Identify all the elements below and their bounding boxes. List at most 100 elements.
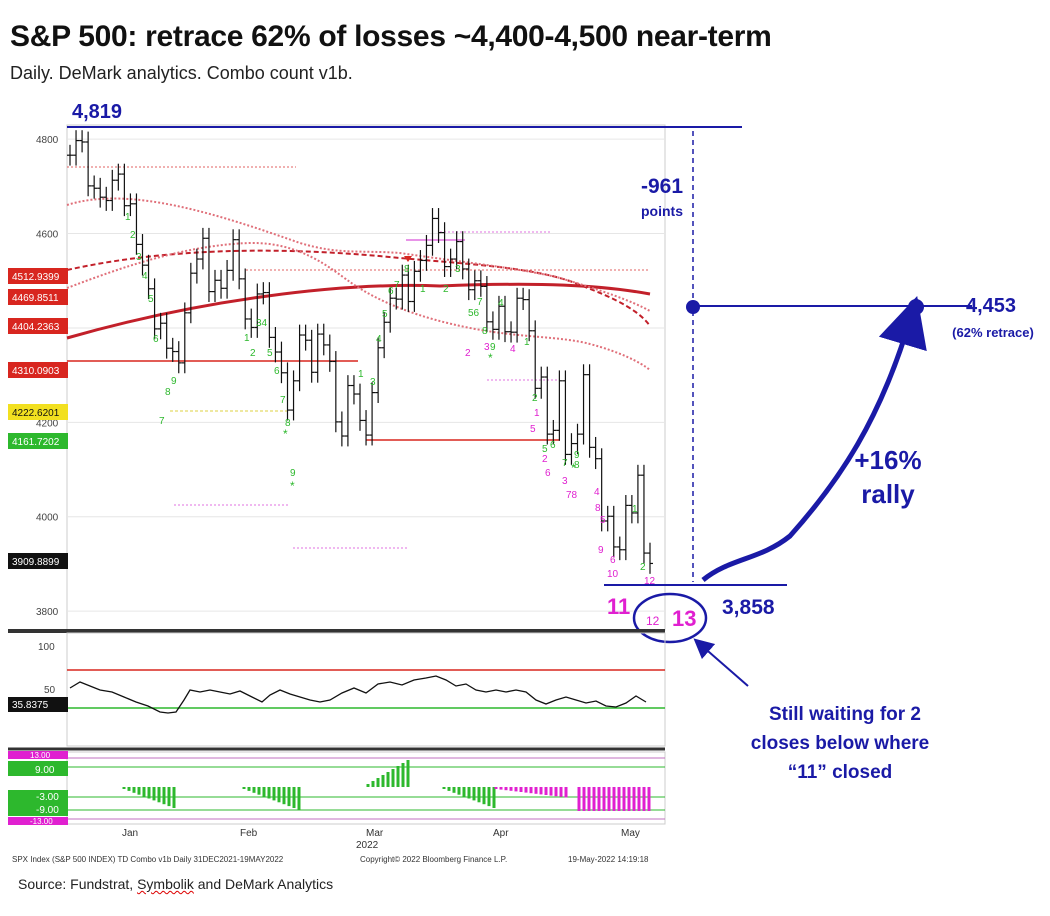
price-bar: [622, 495, 629, 561]
x-tick-apr: Apr: [493, 828, 509, 839]
price-bar: [338, 411, 345, 447]
svg-text:5: 5: [542, 444, 548, 455]
price-bar: [477, 270, 484, 297]
price-bar: [363, 410, 370, 446]
price-bar: [187, 262, 194, 324]
price-bar: [580, 364, 587, 445]
x-tick-jan: Jan: [122, 828, 138, 839]
price-bar: [302, 324, 309, 351]
svg-text:5: 5: [382, 309, 388, 320]
svg-text:10: 10: [607, 569, 619, 580]
price-bar: [175, 341, 182, 374]
svg-text:4: 4: [498, 298, 504, 309]
y-tick-label: 3800: [36, 607, 59, 618]
svg-text:9.00: 9.00: [35, 765, 55, 776]
svg-text:9: 9: [574, 450, 580, 461]
chart-subtitle: Daily. DeMark analytics. Combo count v1b…: [10, 63, 353, 83]
x-tick-mar: Mar: [366, 828, 384, 839]
price-bar: [574, 423, 581, 454]
price-bar: [344, 375, 351, 447]
svg-text:2: 2: [250, 348, 256, 359]
price-bar: [459, 231, 466, 280]
count-13: 13: [672, 606, 696, 631]
svg-text:6: 6: [610, 555, 616, 566]
oscillator-line: [69, 675, 647, 714]
price-grid: [67, 138, 665, 612]
svg-text:56: 56: [468, 308, 480, 319]
price-bar: [586, 364, 593, 458]
x-tick-feb: Feb: [240, 828, 258, 839]
svg-text:1: 1: [632, 504, 638, 515]
price-bar: [290, 370, 297, 421]
price-bar: [145, 254, 152, 300]
svg-text:9: 9: [171, 376, 177, 387]
price-bar: [163, 312, 170, 359]
svg-text:4: 4: [594, 487, 600, 498]
price-bar: [375, 337, 382, 403]
price-bar: [369, 382, 376, 446]
price-bar: [205, 227, 212, 302]
price-bar: [193, 248, 200, 284]
rally-word: rally: [861, 479, 915, 509]
price-bar: [393, 287, 400, 310]
price-bar: [435, 208, 442, 243]
svg-text:-9.00: -9.00: [36, 805, 59, 816]
svg-text:34: 34: [256, 318, 268, 329]
svg-text:9: 9: [290, 468, 296, 479]
ma-pink-dotted-lower: [66, 241, 651, 371]
price-bar: [115, 163, 122, 191]
drop-unit: points: [641, 203, 683, 219]
note-line-3: “11” closed: [788, 762, 893, 783]
svg-text:-13.00: -13.00: [30, 817, 53, 826]
price-bar: [260, 282, 267, 305]
price-bar: [357, 383, 363, 431]
price-bar: [350, 375, 357, 405]
price-bar: [405, 264, 412, 312]
price-bar: [592, 436, 599, 470]
svg-text:35.8375: 35.8375: [12, 700, 49, 711]
price-bar: [508, 321, 515, 343]
price-bar: [97, 177, 104, 208]
price-bar: [79, 130, 86, 153]
svg-text:SPX Index (S&P 500 INDEX) TD C: SPX Index (S&P 500 INDEX) TD Combo v1b D…: [12, 855, 284, 864]
svg-text:50: 50: [44, 685, 56, 696]
price-bar: [429, 208, 436, 256]
price-bar: [181, 302, 188, 374]
svg-text:6: 6: [545, 468, 551, 479]
svg-text:3: 3: [484, 342, 490, 353]
price-bar: [199, 227, 206, 270]
rally-arrow: [701, 296, 927, 582]
y-tick-label: 4200: [36, 418, 59, 429]
price-bar: [151, 278, 158, 340]
svg-text:2: 2: [465, 348, 471, 359]
price-bar: [278, 341, 285, 384]
price-bar: [157, 312, 164, 340]
svg-text:8: 8: [574, 460, 580, 471]
price-bar: [224, 259, 231, 299]
svg-text:4: 4: [376, 334, 382, 345]
bloomberg-footer: SPX Index (S&P 500 INDEX) TD Combo v1b D…: [12, 855, 649, 864]
y-tick-label: 4800: [36, 135, 59, 146]
svg-text:8: 8: [285, 418, 291, 429]
svg-text:4404.2363: 4404.2363: [12, 322, 60, 333]
svg-text:1: 1: [125, 212, 131, 223]
svg-text:5: 5: [600, 515, 606, 526]
price-bar: [67, 144, 73, 166]
rally-pct: +16%: [854, 445, 921, 475]
price-panel-frame: [66, 124, 666, 631]
price-bar: [483, 276, 490, 333]
svg-text:8: 8: [595, 503, 601, 514]
note-line-2: closes below where: [751, 733, 929, 754]
svg-text:*: *: [488, 351, 493, 365]
svg-text:7: 7: [159, 416, 165, 427]
svg-text:8: 8: [404, 264, 410, 275]
svg-text:4: 4: [142, 271, 148, 282]
price-bar: [453, 231, 460, 270]
price-bar: [634, 464, 641, 524]
price-bar: [568, 433, 575, 465]
price-bar: [230, 229, 237, 281]
price-bar: [109, 169, 116, 211]
level-label-4161: 4161.7202: [8, 433, 68, 449]
price-bar: [550, 419, 557, 445]
svg-text:8: 8: [165, 387, 171, 398]
